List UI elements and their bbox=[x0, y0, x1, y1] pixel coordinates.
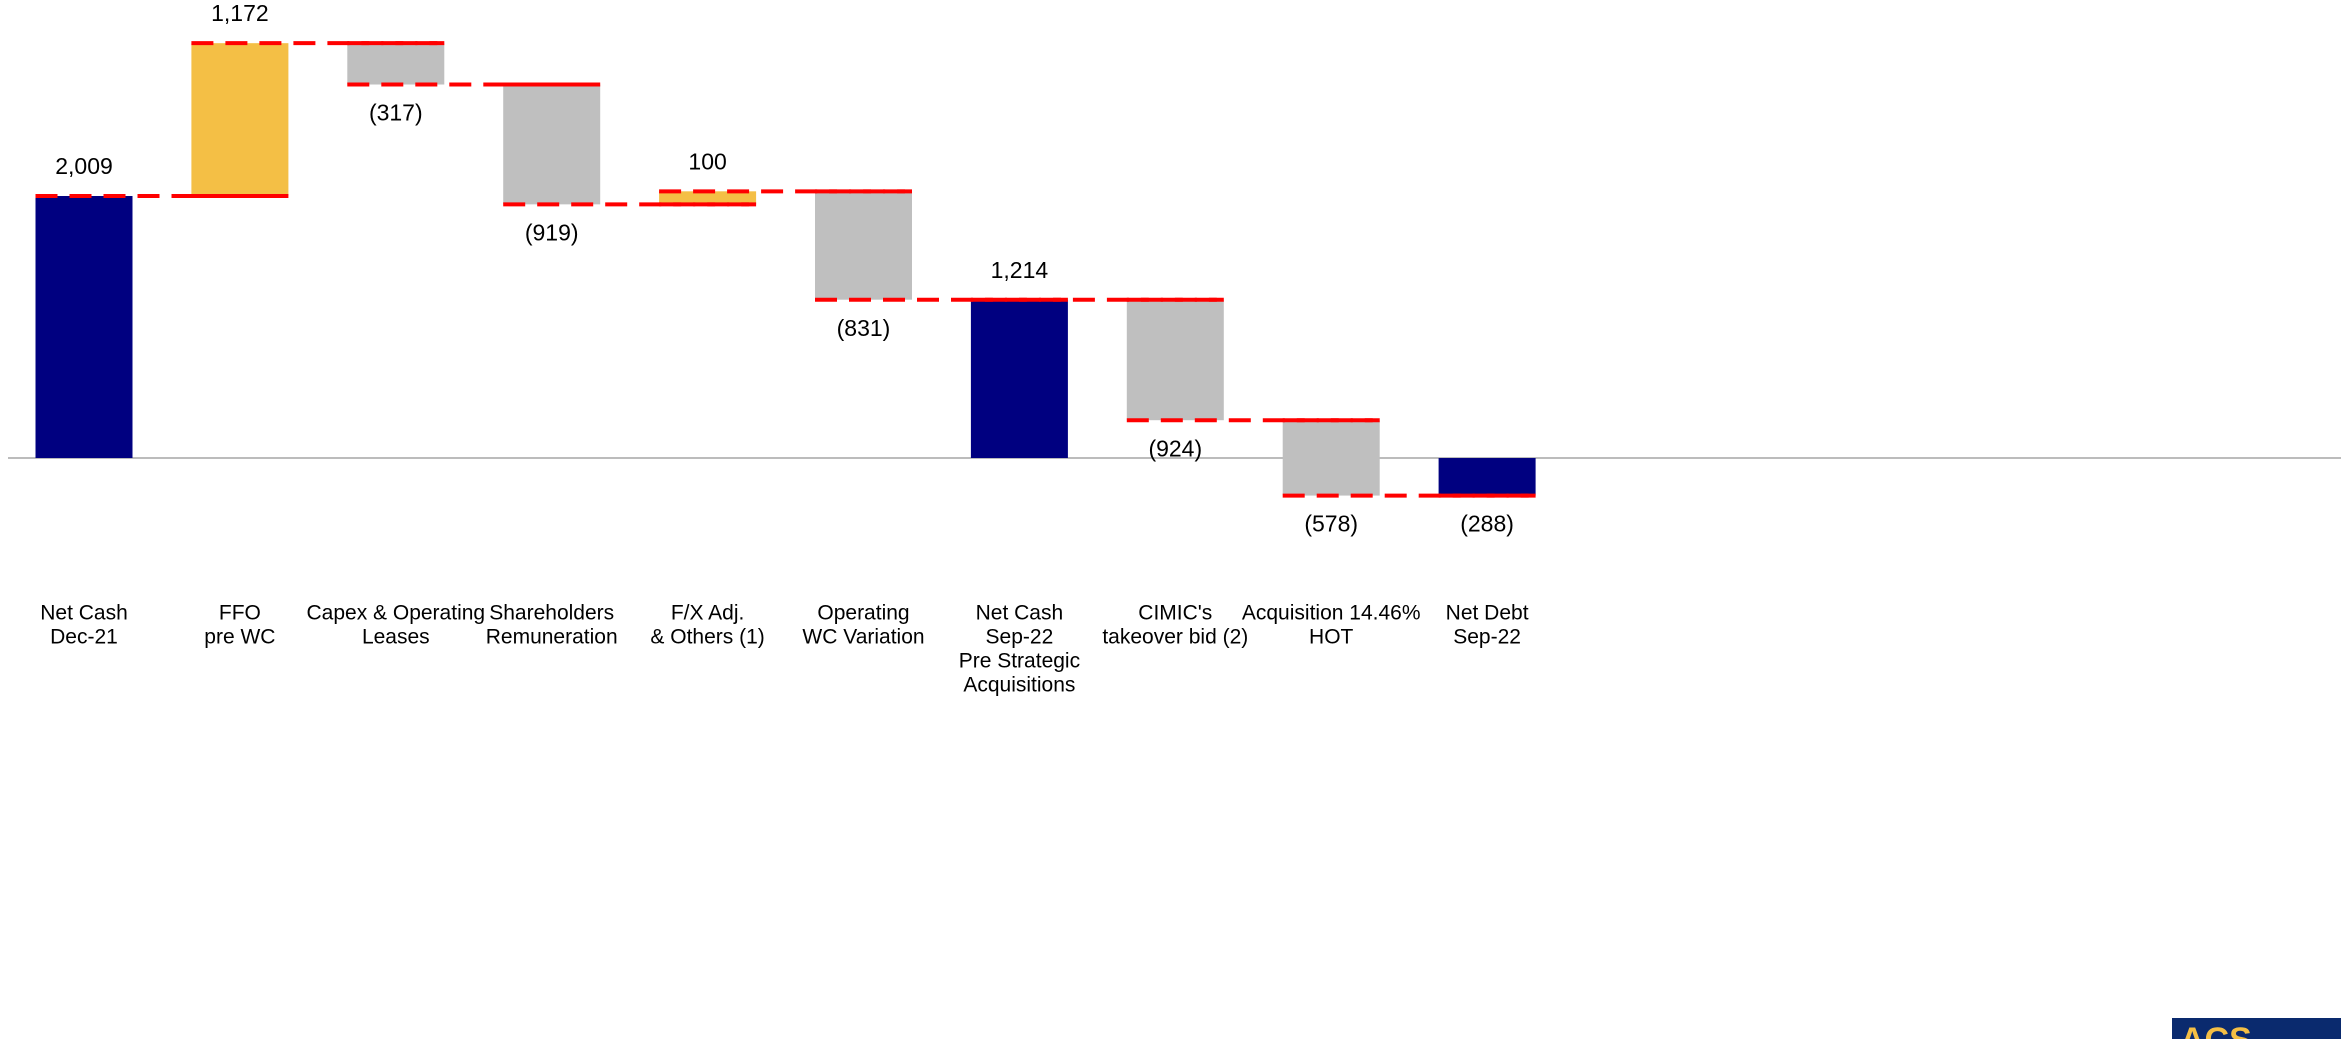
value-label: (288) bbox=[1460, 511, 1514, 537]
bar bbox=[347, 43, 445, 85]
value-label: (831) bbox=[837, 315, 891, 341]
x-tick-label: Sep-22 bbox=[1453, 626, 1521, 649]
value-label: (578) bbox=[1304, 511, 1358, 537]
value-label: 2,009 bbox=[55, 153, 113, 179]
value-label: 1,172 bbox=[211, 0, 269, 26]
logo: ACS bbox=[2172, 1018, 2341, 1039]
x-tick-label: Acquisitions bbox=[963, 674, 1075, 697]
bar bbox=[659, 191, 757, 205]
logo-box bbox=[2172, 1018, 2341, 1039]
x-tick-label: Leases bbox=[362, 626, 430, 649]
bar bbox=[970, 299, 1068, 459]
x-tick-label: Operating bbox=[817, 602, 909, 625]
x-tick-label: Acquisition 14.46% bbox=[1242, 602, 1421, 625]
x-tick-label: Sep-22 bbox=[986, 626, 1054, 649]
bar bbox=[1282, 420, 1380, 496]
value-label: 100 bbox=[688, 148, 726, 174]
value-label: (924) bbox=[1148, 435, 1202, 461]
x-tick-label: Dec-21 bbox=[50, 626, 118, 649]
logo-text: ACS bbox=[2180, 1021, 2252, 1039]
x-tick-label: Net Debt bbox=[1446, 602, 1529, 625]
bar bbox=[503, 84, 601, 205]
x-tick-label: Shareholders bbox=[489, 602, 614, 625]
value-label: 1,214 bbox=[991, 257, 1049, 283]
value-label: (317) bbox=[369, 100, 423, 126]
x-tick-label: Remuneration bbox=[486, 626, 618, 649]
x-tick-label: Net Cash bbox=[976, 602, 1064, 625]
x-tick-label: F/X Adj. bbox=[671, 602, 745, 625]
x-tick-label: & Others (1) bbox=[650, 626, 764, 649]
bar bbox=[35, 196, 133, 459]
x-tick-label: Capex & Operating bbox=[306, 602, 485, 625]
x-tick-label: takeover bid (2) bbox=[1102, 626, 1248, 649]
x-tick-label: WC Variation bbox=[802, 626, 924, 649]
bar bbox=[815, 191, 912, 300]
x-tick-label: HOT bbox=[1309, 626, 1354, 649]
x-tick-label: pre WC bbox=[204, 626, 275, 649]
bar bbox=[191, 43, 289, 197]
x-tick-label: FFO bbox=[219, 602, 261, 625]
bar bbox=[1438, 458, 1536, 496]
bar bbox=[1126, 299, 1224, 421]
x-tick-label: CIMIC's bbox=[1138, 602, 1212, 625]
x-tick-label: Pre Strategic bbox=[959, 650, 1080, 673]
value-label: (919) bbox=[525, 219, 579, 245]
x-tick-label: Net Cash bbox=[40, 602, 128, 625]
